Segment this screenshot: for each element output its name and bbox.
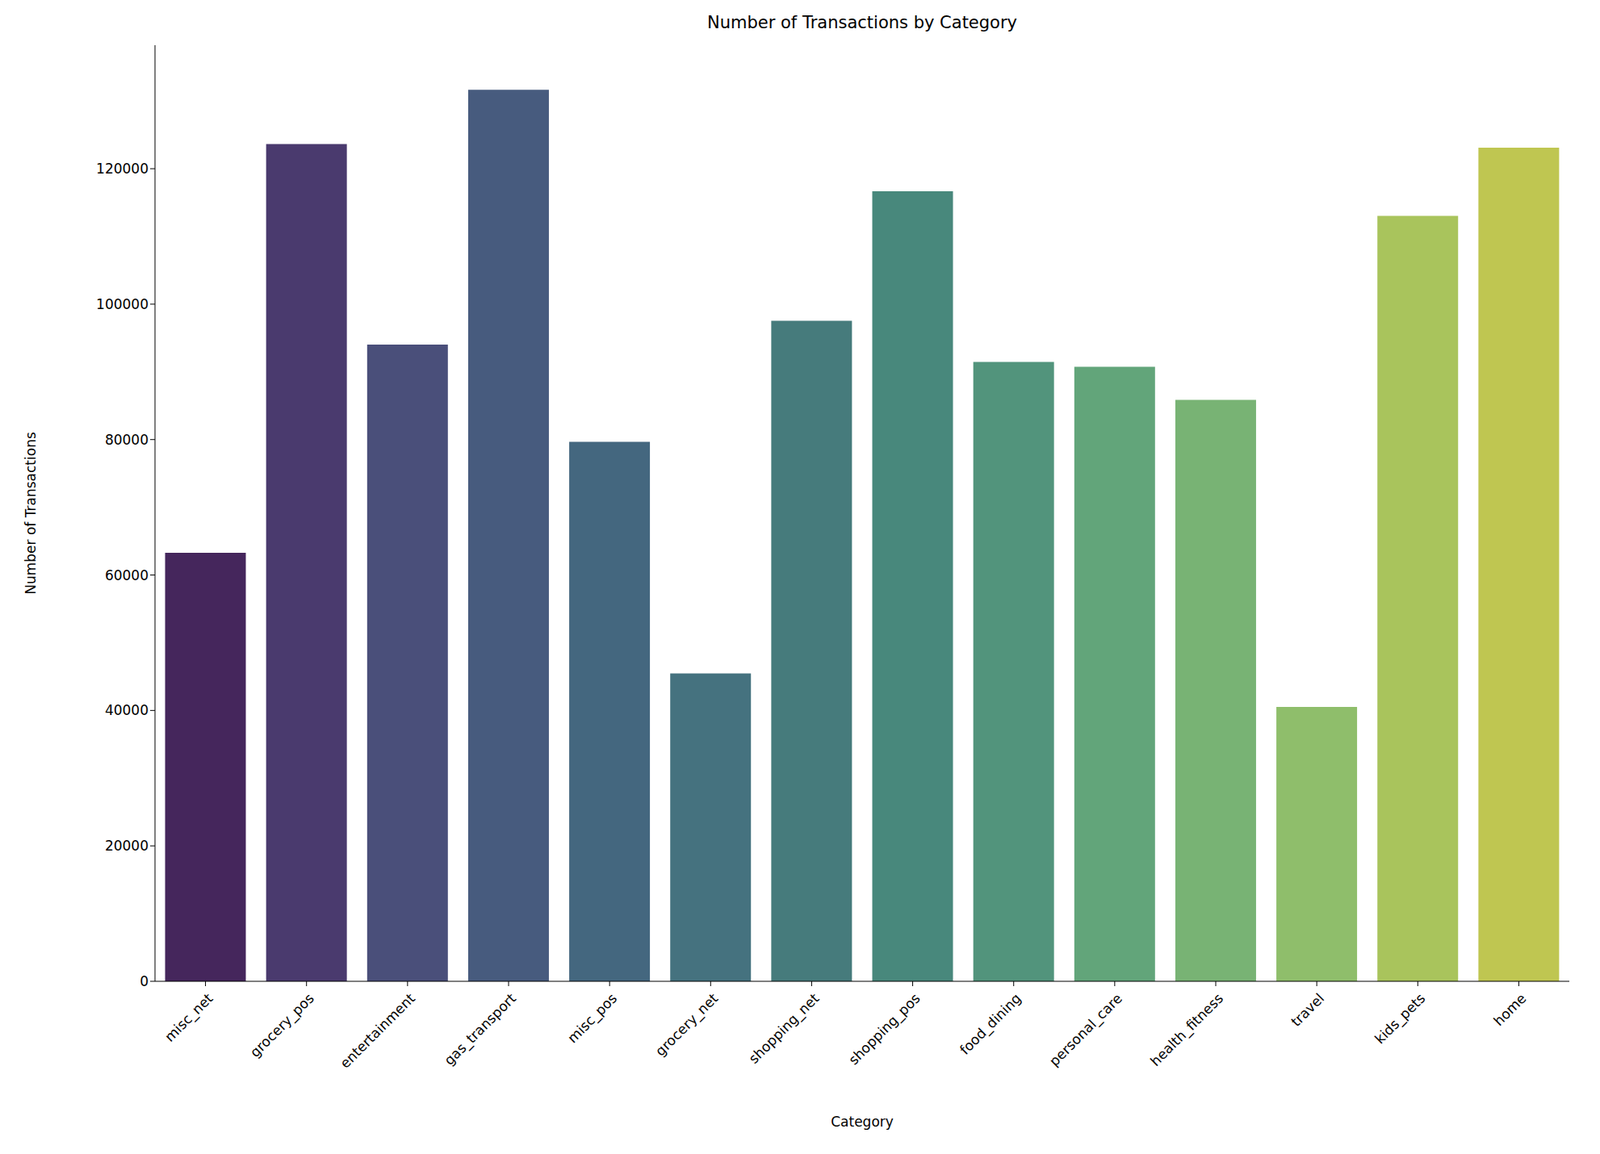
svg-text:shopping_net: shopping_net [745,990,824,1069]
svg-text:entertainment: entertainment [336,990,419,1073]
svg-text:40000: 40000 [104,702,149,719]
html-text:Number of Transactions by Cate: Number of Transactions by Category [707,12,1018,33]
svg-text:home: home [1490,990,1529,1030]
svg-text:gas_transport: gas_transport [440,990,520,1070]
svg-text:100000: 100000 [96,296,149,313]
svg-text:food_dining: food_dining [956,990,1026,1060]
svg-text:misc_net: misc_net [161,990,218,1047]
svg-text:Category: Category [830,1114,894,1131]
svg-text:80000: 80000 [104,431,149,449]
svg-text:kids_pets: kids_pets [1371,990,1429,1048]
svg-text:grocery_net: grocery_net [652,990,723,1061]
svg-text:personal_care: personal_care [1046,990,1127,1071]
svg-text:grocery_pos: grocery_pos [247,990,319,1062]
svg-text:120000: 120000 [96,160,149,177]
svg-text:0: 0 [139,973,149,990]
svg-text:health_fitness: health_fitness [1147,990,1228,1071]
svg-text:60000: 60000 [104,567,149,584]
svg-text:shopping_pos: shopping_pos [845,990,924,1069]
svg-text:20000: 20000 [104,837,149,855]
svg-text:travel: travel [1287,990,1328,1031]
svg-text:Number of Transactions: Number of Transactions [22,431,39,595]
svg-text:misc_pos: misc_pos [564,990,621,1048]
